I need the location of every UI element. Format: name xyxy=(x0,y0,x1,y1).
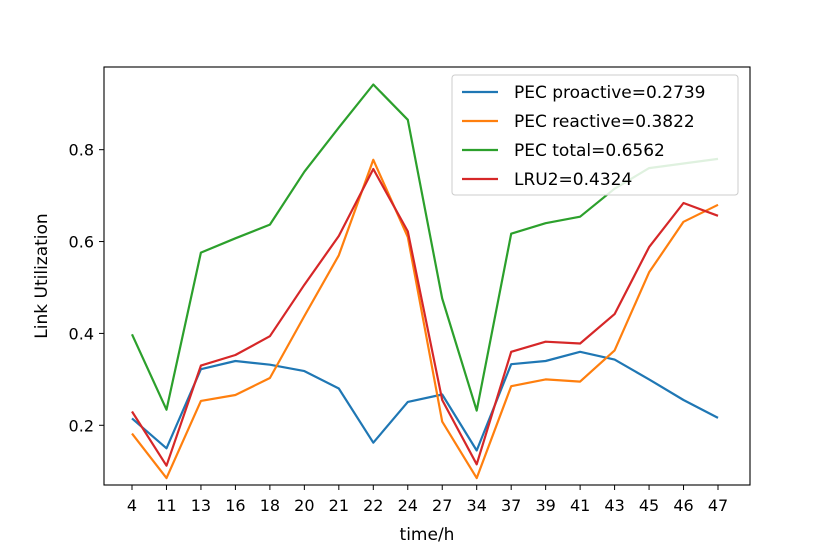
x-tick-label: 4 xyxy=(127,496,137,515)
plot-frame xyxy=(103,66,751,486)
x-tick-label: 37 xyxy=(501,496,521,515)
x-tick-label: 22 xyxy=(363,496,383,515)
x-tick-label: 41 xyxy=(570,496,590,515)
legend-label: PEC reactive=0.3822 xyxy=(514,112,695,132)
y-tick-label: 0.6 xyxy=(69,233,94,252)
x-tick-label: 39 xyxy=(535,496,555,515)
series-line xyxy=(131,167,719,467)
y-tick-label: 0.4 xyxy=(69,324,94,343)
x-tick-label: 47 xyxy=(708,496,728,515)
x-tick-label: 13 xyxy=(191,496,211,515)
x-axis-label: time/h xyxy=(400,525,455,545)
x-tick-label: 27 xyxy=(432,496,452,515)
legend-label: PEC proactive=0.2739 xyxy=(514,83,705,103)
y-axis-label: Link Utilization xyxy=(32,213,52,338)
y-tick-label: 0.2 xyxy=(69,416,94,435)
axis-ticks: 4 11 13 16 18 20 21 22 24 27 34 37 39 41 43 45 46 47 0.2 0.… xyxy=(69,141,729,515)
x-tick-label: 21 xyxy=(329,496,349,515)
x-tick-label: 18 xyxy=(260,496,280,515)
x-tick-label: 20 xyxy=(294,496,314,515)
x-tick-label: 24 xyxy=(398,496,418,515)
legend-box xyxy=(451,74,739,196)
y-tick-label: 0.8 xyxy=(69,141,94,160)
x-tick-label: 11 xyxy=(156,496,176,515)
x-tick-label: 34 xyxy=(467,496,487,515)
legend-label: LRU2=0.4324 xyxy=(514,170,632,190)
legend-label: PEC total=0.6562 xyxy=(514,141,665,161)
legend: PEC proactive=0.2739 PEC reactive=0.3822 P… xyxy=(451,74,739,196)
x-tick-label: 46 xyxy=(673,496,693,515)
x-tick-label: 45 xyxy=(639,496,659,515)
series-line xyxy=(131,158,719,480)
series-line xyxy=(131,350,719,452)
x-tick-label: 43 xyxy=(604,496,624,515)
x-tick-label: 16 xyxy=(225,496,245,515)
